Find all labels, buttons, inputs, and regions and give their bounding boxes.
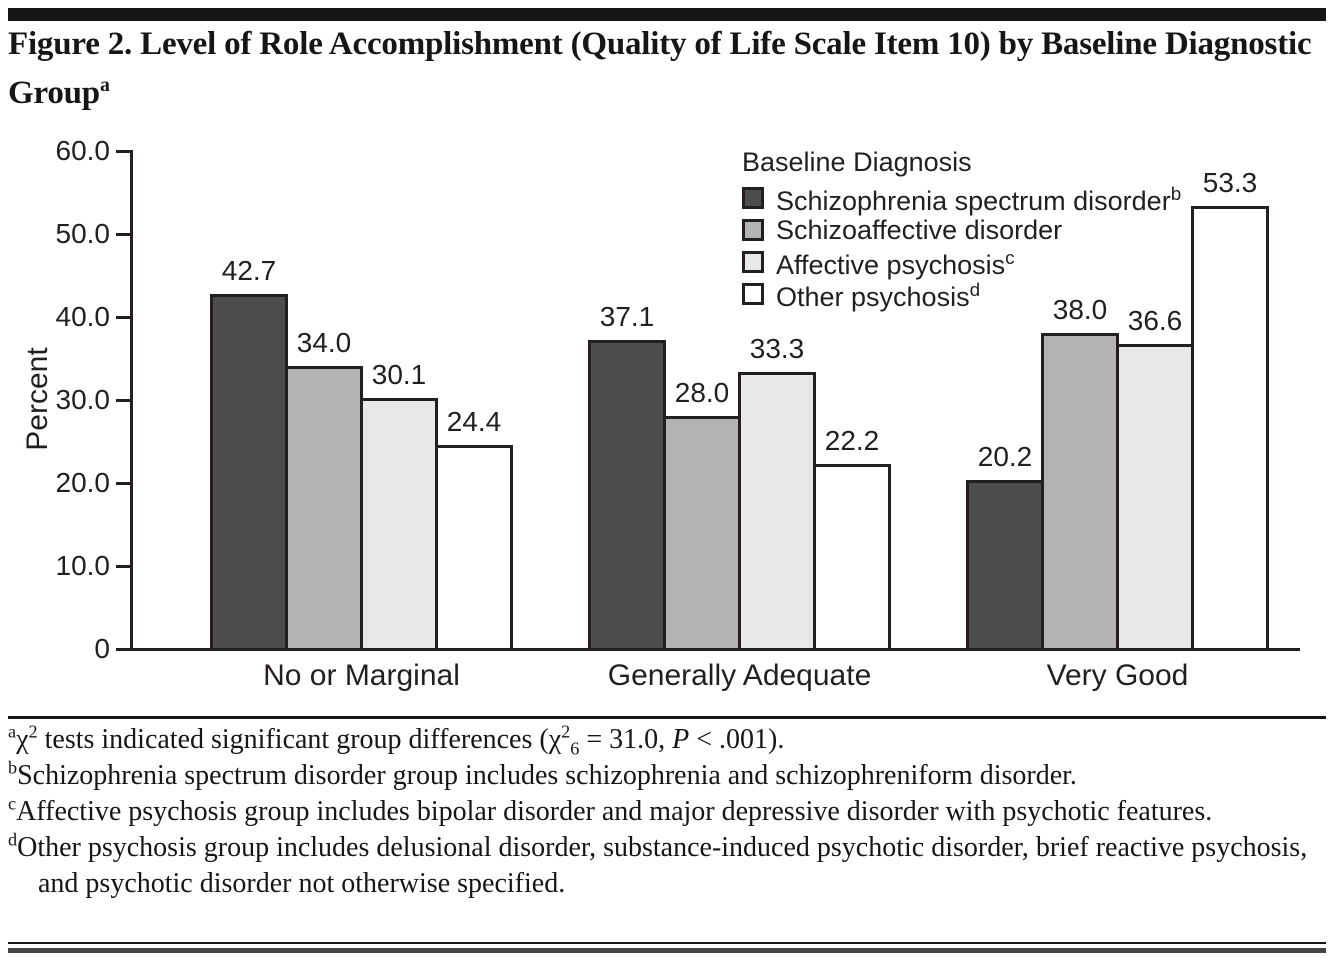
x-category-label: No or Marginal	[263, 659, 460, 692]
bar-value-label: 22.2	[824, 425, 880, 456]
footnote: aχ2 tests indicated significant group di…	[8, 721, 785, 759]
y-tick-label: 50.0	[55, 218, 111, 249]
y-tick-mark	[116, 482, 130, 485]
figure-title: Figure 2. Level of Role Accomplishment (…	[8, 24, 1326, 114]
footnote: dOther psychosis group includes delusion…	[8, 829, 1308, 899]
legend-item: Schizophrenia spectrum disorderb	[742, 182, 1182, 216]
bar	[663, 416, 741, 648]
legend-swatch-icon	[742, 219, 764, 241]
bar-value-label: 42.7	[221, 255, 277, 286]
bar-value-label: 53.3	[1202, 167, 1258, 198]
bar	[966, 480, 1044, 648]
x-category-label: Generally Adequate	[607, 659, 872, 692]
footnote: cAffective psychosis group includes bipo…	[8, 793, 1213, 827]
legend-item-label: Other psychosisd	[776, 280, 981, 312]
bar-value-label: 36.6	[1127, 305, 1183, 336]
figure-title-superscript: a	[99, 74, 110, 96]
y-tick-label: 30.0	[55, 384, 111, 415]
footnote-marker: b	[8, 757, 18, 778]
y-tick-mark	[116, 150, 130, 153]
bar-value-label: 33.3	[749, 333, 805, 364]
bar-value-label: 37.1	[599, 301, 655, 332]
footnote-marker: d	[8, 829, 18, 850]
bottom-rule-thin	[8, 942, 1326, 944]
legend-item-label: Schizoaffective disorder	[776, 215, 1063, 245]
bottom-rule-thick	[8, 948, 1326, 953]
bar	[738, 372, 816, 648]
y-tick-label: 60.0	[55, 135, 111, 166]
legend-item: Affective psychosisc	[742, 246, 1181, 280]
bar	[1116, 344, 1194, 648]
bar-value-label: 24.4	[446, 406, 502, 437]
legend-item: Schizoaffective disorder	[742, 214, 1181, 246]
y-tick-mark	[116, 233, 130, 236]
legend-swatch-icon	[742, 283, 764, 305]
y-tick-label: 0	[94, 633, 110, 664]
figure-title-text: Figure 2. Level of Role Accomplishment (…	[8, 26, 1312, 111]
footnote: bSchizophrenia spectrum disorder group i…	[8, 757, 1077, 791]
bar	[435, 445, 513, 648]
y-tick-mark	[116, 648, 130, 651]
legend-item-label: Schizophrenia spectrum disorderb	[776, 184, 1182, 216]
top-rule	[8, 8, 1326, 21]
bar-value-label: 28.0	[674, 377, 730, 408]
bar-value-label: 20.2	[977, 441, 1033, 472]
legend-item-label: Affective psychosisc	[776, 248, 1015, 280]
y-tick-mark	[116, 565, 130, 568]
y-tick-label: 20.0	[55, 467, 111, 498]
bar-value-label: 30.1	[371, 359, 427, 390]
bar	[285, 366, 363, 648]
y-axis-line	[130, 150, 133, 651]
y-tick-mark	[116, 399, 130, 402]
bar-value-label: 38.0	[1052, 294, 1108, 325]
footnote-marker: c	[8, 793, 17, 814]
legend-swatch-icon	[742, 187, 764, 209]
footnote-marker: a	[8, 721, 17, 742]
legend: Baseline Diagnosis Schizophrenia spectru…	[742, 146, 1182, 312]
footnotes: aχ2 tests indicated significant group di…	[8, 722, 1326, 902]
bar	[1041, 333, 1119, 648]
legend-item: Other psychosisd	[742, 278, 1181, 312]
legend-title: Baseline Diagnosis	[742, 147, 972, 177]
y-tick-label: 40.0	[55, 301, 111, 332]
footnote-separator-rule	[8, 716, 1326, 719]
x-axis-line	[130, 648, 1300, 651]
bar	[813, 464, 891, 648]
y-tick-label: 10.0	[55, 550, 111, 581]
bar-value-label: 34.0	[296, 327, 352, 358]
legend-swatch-icon	[742, 251, 764, 273]
x-category-label: Very Good	[1046, 659, 1189, 692]
bar	[1191, 206, 1269, 648]
y-tick-mark	[116, 316, 130, 319]
bar	[360, 398, 438, 648]
legend-items: Schizophrenia spectrum disorderb Schizoaf…	[742, 182, 1182, 312]
